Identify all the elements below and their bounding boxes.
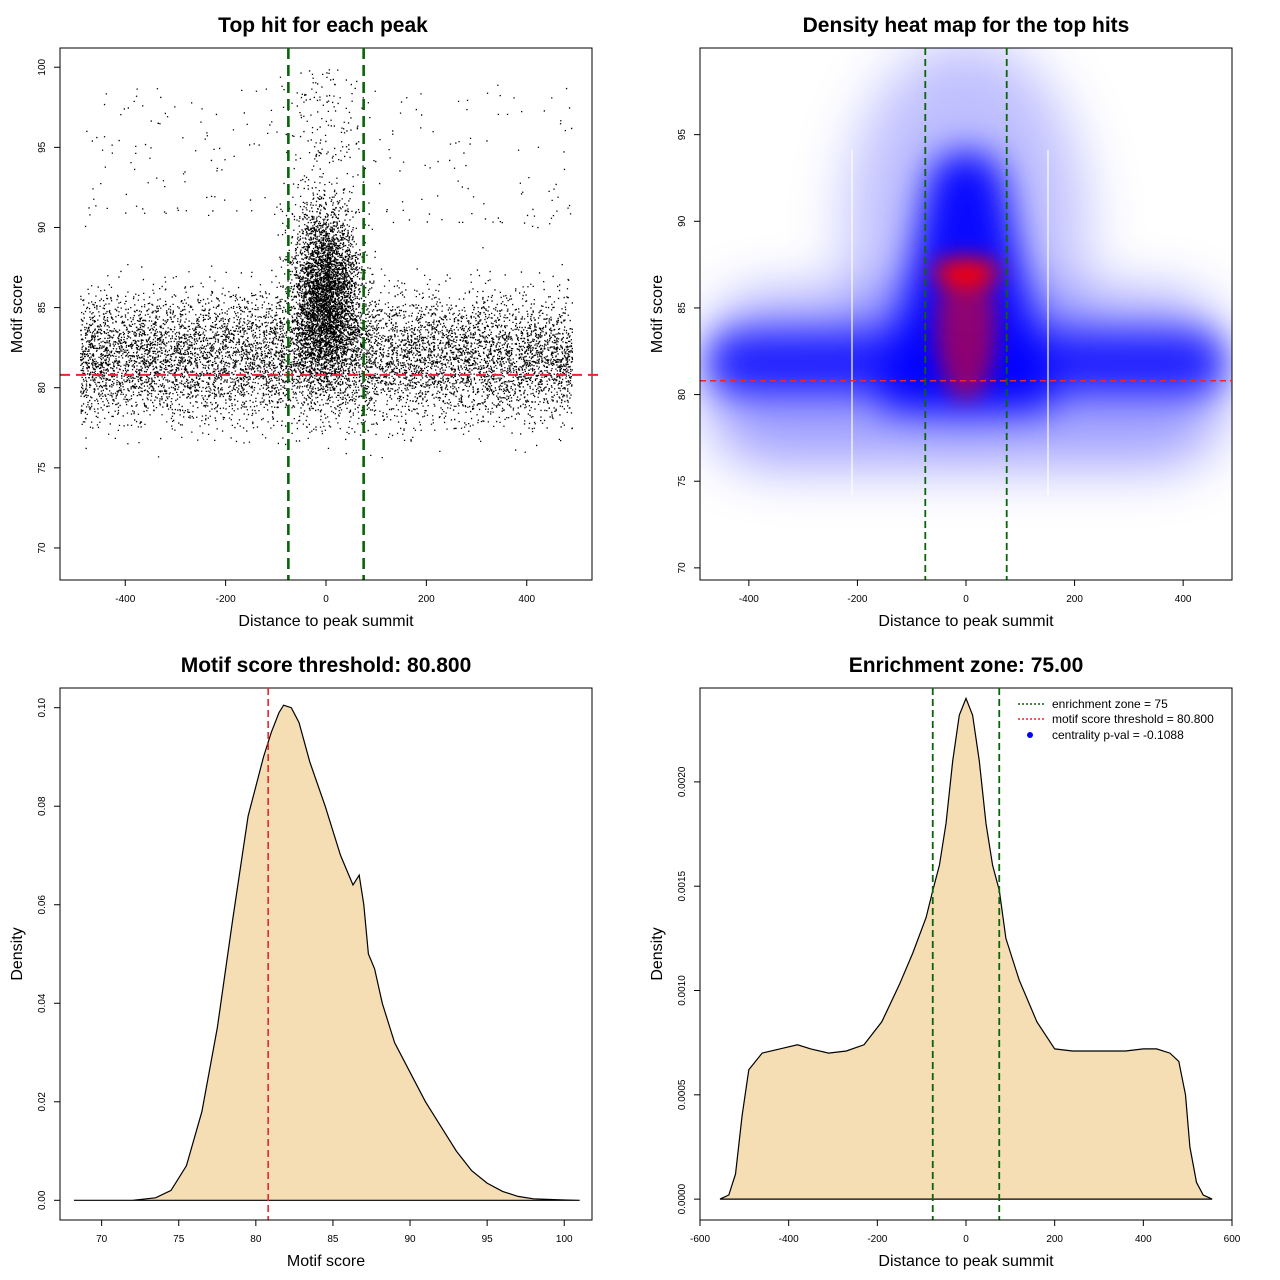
chart-title: Enrichment zone: 75.00: [849, 654, 1084, 677]
x-tick-label: -600: [690, 1234, 710, 1245]
x-tick-label: 400: [1175, 594, 1192, 605]
y-axis: 70 75 80 85 90 95 100: [37, 58, 61, 554]
y-tick-label: 0.0000: [677, 1183, 688, 1214]
y-tick-label: 70: [677, 562, 688, 574]
y-tick-label: 85: [677, 302, 688, 314]
density-area: [73, 704, 580, 1201]
x-tick-label: 200: [1046, 1234, 1063, 1245]
y-tick-label: 75: [37, 462, 48, 474]
y-axis: 0.00 0.02 0.04 0.06 0.08 0.10: [37, 698, 61, 1210]
legend-swatch-pval: [1027, 732, 1033, 738]
legend-label-pval: centrality p-val = -0.1088: [1052, 728, 1184, 742]
x-axis-label: Distance to peak summit: [238, 613, 414, 630]
x-axis: -600 -400 -200 0 200 400 600: [690, 1219, 1241, 1245]
y-tick-label: 95: [37, 141, 48, 153]
heat-density-peak: [932, 258, 1000, 400]
x-tick-label: 600: [1224, 1234, 1241, 1245]
x-tick-label: 0: [963, 1234, 969, 1245]
y-tick-label: 0.04: [37, 993, 48, 1013]
y-axis-label: Motif score: [9, 275, 26, 353]
scatter-point-cloud: [80, 69, 574, 459]
x-tick-label: 80: [250, 1234, 262, 1245]
chart-title: Motif score threshold: 80.800: [181, 654, 472, 677]
x-axis-label: Distance to peak summit: [878, 613, 1054, 630]
x-tick-label: -200: [867, 1234, 887, 1245]
x-tick-label: 85: [327, 1234, 339, 1245]
x-tick-label: 70: [96, 1234, 108, 1245]
x-tick-label: 0: [323, 594, 329, 605]
y-tick-label: 85: [37, 302, 48, 314]
y-tick-label: 0.0005: [677, 1079, 688, 1110]
x-axis: -400 -200 0 200 400: [115, 579, 536, 605]
x-tick-label: 400: [1135, 1234, 1152, 1245]
y-tick-label: 0.00: [37, 1190, 48, 1210]
x-tick-label: 200: [418, 594, 435, 605]
y-tick-label: 0.10: [37, 698, 48, 718]
y-tick-label: 0.0015: [677, 870, 688, 901]
x-tick-label: 100: [556, 1234, 573, 1245]
legend-label-threshold: motif score threshold = 80.800: [1052, 712, 1214, 726]
x-tick-label: 200: [1066, 594, 1083, 605]
legend-label-zone: enrichment zone = 75: [1052, 697, 1168, 711]
chart-title: Top hit for each peak: [218, 14, 428, 37]
x-axis: -400 -200 0 200 400: [739, 579, 1192, 605]
chart-title: Density heat map for the top hits: [803, 14, 1130, 37]
y-tick-label: 90: [677, 215, 688, 227]
panel-scatter: Top hit for each peak -400 -200 0 200 400 70…: [9, 14, 604, 630]
y-tick-label: 70: [37, 542, 48, 554]
y-tick-label: 100: [37, 58, 48, 75]
y-tick-label: 0.08: [37, 796, 48, 816]
x-tick-label: 90: [404, 1234, 416, 1245]
x-tick-label: -400: [739, 594, 759, 605]
x-tick-label: 400: [518, 594, 535, 605]
x-axis: 70 75 80 85 90 95 100: [96, 1219, 573, 1245]
x-tick-label: -200: [216, 594, 236, 605]
y-tick-label: 80: [37, 382, 48, 394]
y-tick-label: 95: [677, 129, 688, 141]
x-tick-label: 75: [173, 1234, 185, 1245]
y-tick-label: 80: [677, 389, 688, 401]
y-tick-label: 0.0010: [677, 975, 688, 1006]
legend: enrichment zone = 75 motif score thresho…: [1018, 697, 1214, 742]
x-tick-label: -400: [779, 1234, 799, 1245]
panel-distance-density: Enrichment zone: 75.00 -600 -400 -200 0 200 4…: [649, 654, 1241, 1270]
y-tick-label: 75: [677, 475, 688, 487]
panel-heatmap: Density heat map for the top hits -400 -2…: [649, 14, 1233, 630]
x-tick-label: 0: [963, 594, 969, 605]
density-area: [719, 696, 1213, 1200]
y-axis-label: Density: [9, 927, 26, 980]
y-axis: 70 75 80 85 90 95: [677, 129, 701, 574]
y-tick-label: 0.02: [37, 1092, 48, 1112]
heatmap-image: [706, 48, 1226, 495]
y-tick-label: 0.0020: [677, 766, 688, 797]
x-tick-label: -200: [847, 594, 867, 605]
x-tick-label: 95: [482, 1234, 494, 1245]
x-axis-label: Motif score: [287, 1253, 365, 1270]
y-tick-label: 90: [37, 221, 48, 233]
y-axis-label: Motif score: [649, 275, 666, 353]
panel-score-density: Motif score threshold: 80.800 70 75 80 85 90…: [9, 654, 593, 1270]
scatter-points: [80, 69, 574, 459]
x-tick-label: -400: [115, 594, 135, 605]
y-tick-label: 0.06: [37, 895, 48, 915]
y-axis-label: Density: [649, 927, 666, 980]
x-axis-label: Distance to peak summit: [878, 1253, 1054, 1270]
y-axis: 0.0000 0.0005 0.0010 0.0015 0.0020: [677, 766, 701, 1214]
